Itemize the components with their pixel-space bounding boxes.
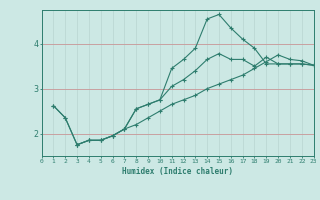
X-axis label: Humidex (Indice chaleur): Humidex (Indice chaleur): [122, 167, 233, 176]
